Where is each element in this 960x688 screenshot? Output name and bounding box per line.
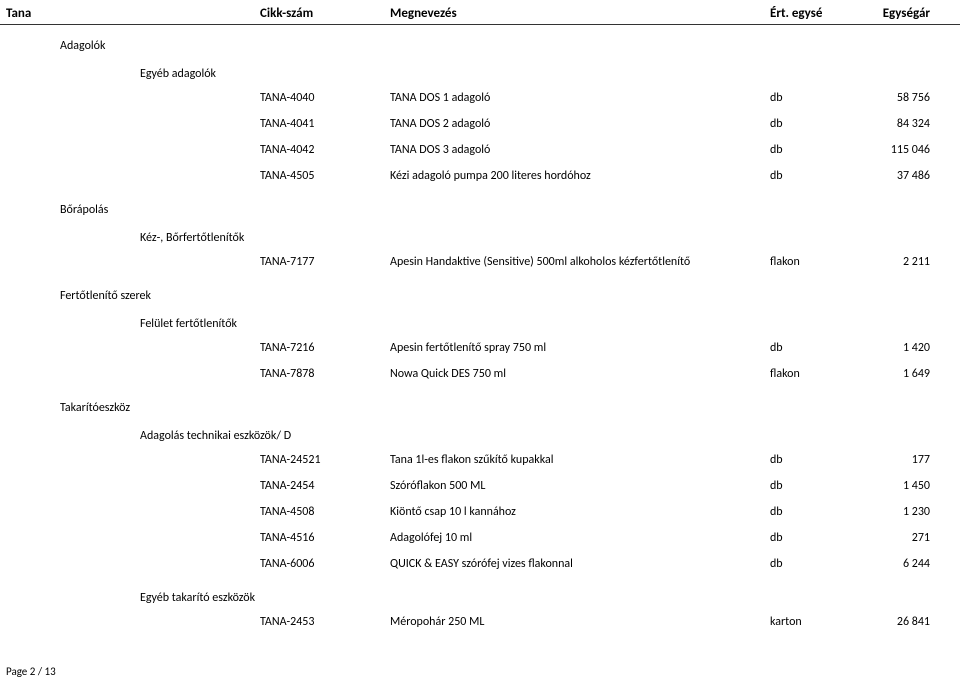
cell-desc: QUICK & EASY szórófej vizes flakonnal xyxy=(390,557,770,571)
cell-unit: db xyxy=(770,453,860,467)
cell-desc: Szóróflakon 500 ML xyxy=(390,479,770,493)
cell-unit: flakon xyxy=(770,367,860,381)
header-category: Tana xyxy=(0,6,260,21)
cell-desc: Méropohár 250 ML xyxy=(390,615,770,629)
table-row: TANA-7177Apesin Handaktive (Sensitive) 5… xyxy=(0,249,960,275)
cell-empty xyxy=(0,615,260,629)
section-level1: Adagolók xyxy=(0,39,960,53)
cell-price: 177 xyxy=(860,453,940,467)
cell-unit: db xyxy=(770,143,860,157)
table-row: TANA-2454Szóróflakon 500 MLdb1 450 xyxy=(0,473,960,499)
cell-code: TANA-7216 xyxy=(260,341,390,355)
table-row: TANA-2453Méropohár 250 MLkarton26 841 xyxy=(0,609,960,635)
cell-desc: Apesin fertőtlenítő spray 750 ml xyxy=(390,341,770,355)
cell-price: 84 324 xyxy=(860,117,940,131)
cell-unit: db xyxy=(770,557,860,571)
cell-code: TANA-4040 xyxy=(260,91,390,105)
cell-desc: Kiöntő csap 10 l kannához xyxy=(390,505,770,519)
cell-desc: Kézi adagoló pumpa 200 literes hordóhoz xyxy=(390,169,770,183)
cell-empty xyxy=(0,341,260,355)
cell-price: 37 486 xyxy=(860,169,940,183)
cell-desc: Apesin Handaktive (Sensitive) 500ml alko… xyxy=(390,255,770,269)
cell-empty xyxy=(0,169,260,183)
cell-unit: karton xyxy=(770,615,860,629)
header-price: Egységár xyxy=(860,6,940,21)
content-area: AdagolókEgyéb adagolókTANA-4040TANA DOS … xyxy=(0,39,960,635)
section-level2: Felület fertőtlenítők xyxy=(0,317,960,331)
cell-empty xyxy=(0,143,260,157)
table-row: TANA-4041TANA DOS 2 adagolódb84 324 xyxy=(0,111,960,137)
table-row: TANA-4516Adagolófej 10 mldb271 xyxy=(0,525,960,551)
cell-unit: db xyxy=(770,117,860,131)
cell-price: 1 450 xyxy=(860,479,940,493)
cell-desc: TANA DOS 3 adagoló xyxy=(390,143,770,157)
cell-unit: db xyxy=(770,531,860,545)
cell-code: TANA-4042 xyxy=(260,143,390,157)
cell-unit: flakon xyxy=(770,255,860,269)
cell-code: TANA-2453 xyxy=(260,615,390,629)
cell-empty xyxy=(0,557,260,571)
cell-empty xyxy=(0,505,260,519)
table-row: TANA-7216Apesin fertőtlenítő spray 750 m… xyxy=(0,335,960,361)
cell-desc: TANA DOS 1 adagoló xyxy=(390,91,770,105)
cell-code: TANA-24521 xyxy=(260,453,390,467)
header-unit: Ért. egysé xyxy=(770,6,860,21)
cell-price: 2 211 xyxy=(860,255,940,269)
section-level2: Adagolás technikai eszközök/ D xyxy=(0,429,960,443)
cell-price: 115 046 xyxy=(860,143,940,157)
section-level1: Takarítóeszköz xyxy=(0,401,960,415)
cell-code: TANA-7177 xyxy=(260,255,390,269)
table-row: TANA-24521Tana 1l-es flakon szűkítő kupa… xyxy=(0,447,960,473)
cell-code: TANA-2454 xyxy=(260,479,390,493)
cell-unit: db xyxy=(770,505,860,519)
cell-unit: db xyxy=(770,341,860,355)
table-row: TANA-6006QUICK & EASY szórófej vizes fla… xyxy=(0,551,960,577)
section-level2: Egyéb adagolók xyxy=(0,67,960,81)
cell-price: 26 841 xyxy=(860,615,940,629)
table-row: TANA-4040TANA DOS 1 adagolódb58 756 xyxy=(0,85,960,111)
cell-desc: TANA DOS 2 adagoló xyxy=(390,117,770,131)
section-level1: Fertőtlenítő szerek xyxy=(0,289,960,303)
cell-empty xyxy=(0,531,260,545)
section-level1: Bőrápolás xyxy=(0,203,960,217)
cell-price: 1 230 xyxy=(860,505,940,519)
cell-code: TANA-4516 xyxy=(260,531,390,545)
cell-empty xyxy=(0,479,260,493)
cell-code: TANA-4508 xyxy=(260,505,390,519)
cell-empty xyxy=(0,255,260,269)
cell-price: 271 xyxy=(860,531,940,545)
section-level2: Egyéb takarító eszközök xyxy=(0,591,960,605)
cell-code: TANA-6006 xyxy=(260,557,390,571)
cell-desc: Nowa Quick DES 750 ml xyxy=(390,367,770,381)
cell-unit: db xyxy=(770,169,860,183)
cell-price: 1 420 xyxy=(860,341,940,355)
cell-code: TANA-4505 xyxy=(260,169,390,183)
table-row: TANA-7878Nowa Quick DES 750 mlflakon1 64… xyxy=(0,361,960,387)
table-row: TANA-4508Kiöntő csap 10 l kannáhozdb1 23… xyxy=(0,499,960,525)
page-footer: Page 2 / 13 xyxy=(6,665,56,678)
table-row: TANA-4505Kézi adagoló pumpa 200 literes … xyxy=(0,163,960,189)
cell-code: TANA-7878 xyxy=(260,367,390,381)
header-desc: Megnevezés xyxy=(390,6,770,21)
cell-unit: db xyxy=(770,91,860,105)
cell-price: 6 244 xyxy=(860,557,940,571)
table-row: TANA-4042TANA DOS 3 adagolódb115 046 xyxy=(0,137,960,163)
cell-price: 1 649 xyxy=(860,367,940,381)
cell-desc: Tana 1l-es flakon szűkítő kupakkal xyxy=(390,453,770,467)
cell-desc: Adagolófej 10 ml xyxy=(390,531,770,545)
cell-empty xyxy=(0,367,260,381)
cell-empty xyxy=(0,91,260,105)
section-level2: Kéz-, Bőrfertőtlenítők xyxy=(0,231,960,245)
cell-empty xyxy=(0,453,260,467)
cell-empty xyxy=(0,117,260,131)
table-header: Tana Cikk-szám Megnevezés Ért. egysé Egy… xyxy=(0,0,960,25)
cell-code: TANA-4041 xyxy=(260,117,390,131)
header-code: Cikk-szám xyxy=(260,6,390,21)
cell-price: 58 756 xyxy=(860,91,940,105)
cell-unit: db xyxy=(770,479,860,493)
